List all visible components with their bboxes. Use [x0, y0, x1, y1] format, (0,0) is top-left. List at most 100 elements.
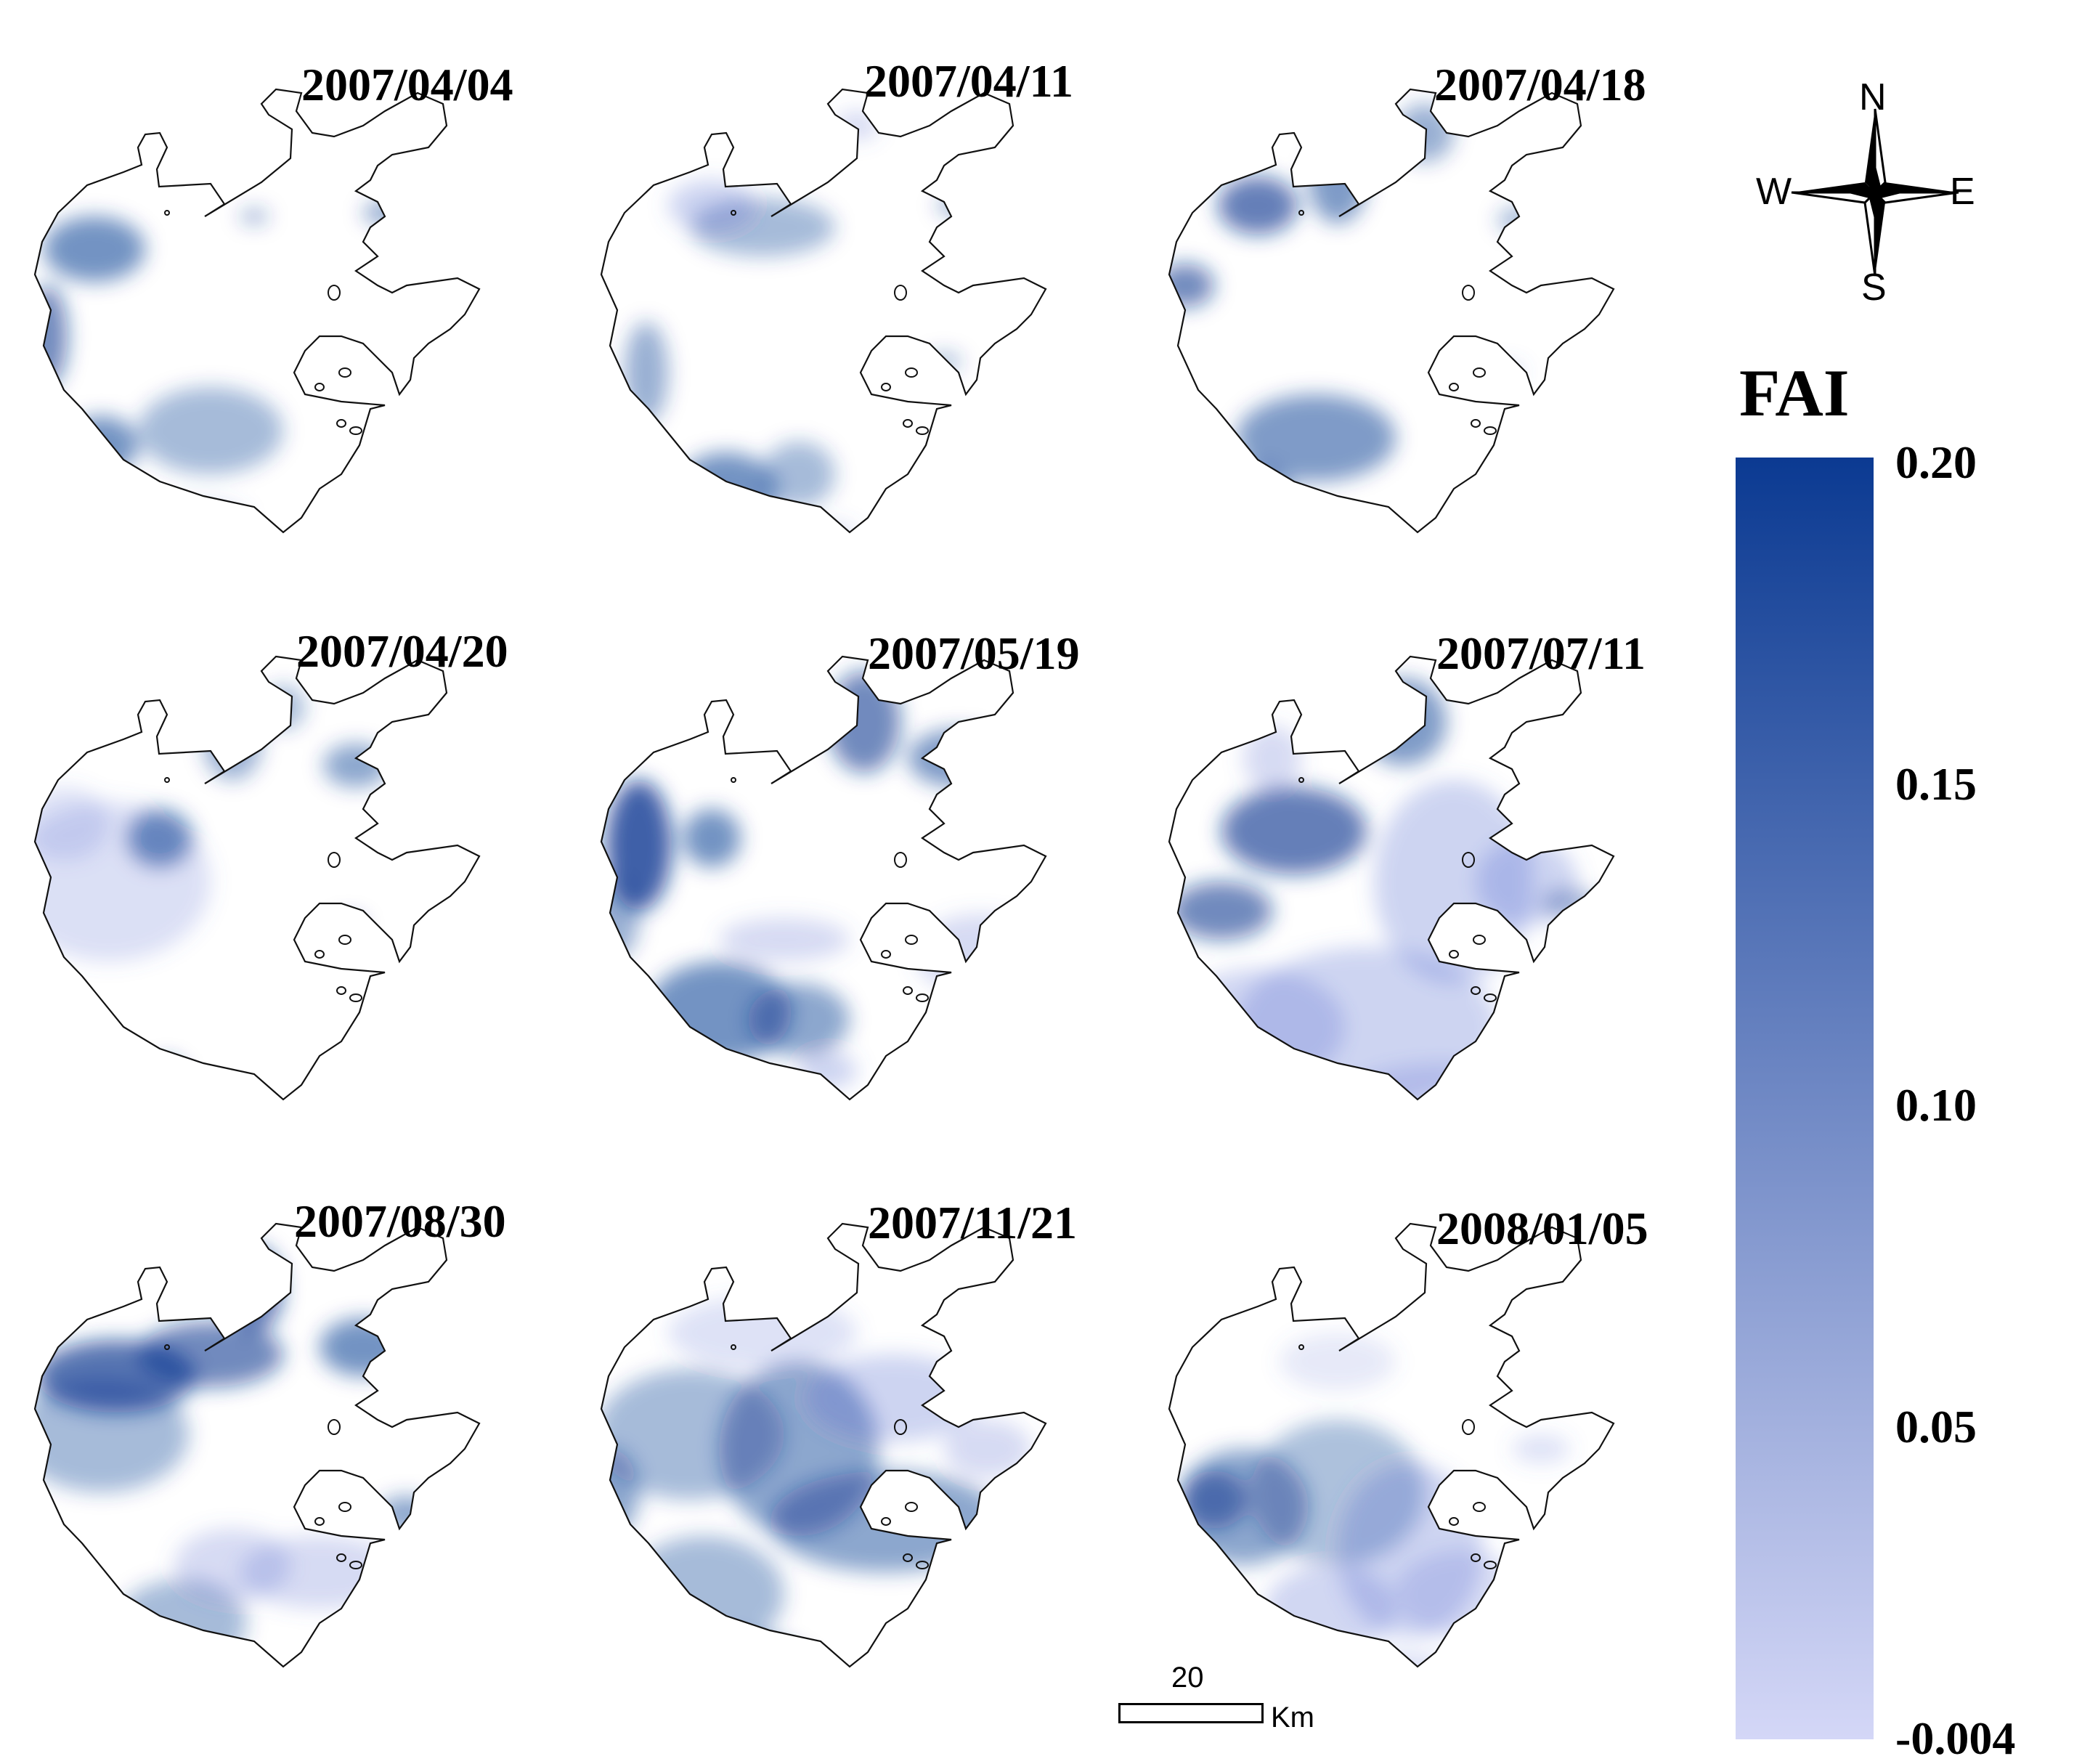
fai-patch — [835, 111, 879, 140]
island-outline — [894, 852, 907, 868]
fai-patch — [675, 452, 777, 532]
map-date-2: 2007/04/11 — [864, 55, 1074, 107]
island-outline — [314, 1517, 325, 1526]
fai-patch — [926, 353, 962, 370]
fai-patch — [601, 874, 639, 962]
fai-patch — [1171, 882, 1272, 940]
island-outline — [1484, 993, 1497, 1002]
lake-map-2 — [600, 88, 1047, 534]
lake-outline — [1168, 1222, 1615, 1668]
scale-bar — [1118, 1703, 1264, 1723]
island-outline — [1298, 777, 1304, 783]
lake-base — [35, 89, 479, 532]
island-outline — [1473, 367, 1486, 378]
island-outline — [916, 993, 929, 1002]
island-outline — [731, 210, 736, 216]
island-outline — [916, 1561, 929, 1569]
fai-patch — [240, 1536, 399, 1609]
compass-south-label: S — [1861, 267, 1887, 309]
island-outline — [903, 419, 913, 428]
legend-label-min: -0.004 — [1895, 1712, 2016, 1764]
fai-patch — [44, 216, 145, 282]
fai-patch — [799, 1052, 857, 1089]
fai-patch — [1221, 787, 1367, 874]
legend-label-015: 0.15 — [1895, 758, 1977, 810]
fai-patch — [1541, 889, 1599, 918]
fai-patch — [35, 1630, 174, 1667]
fai-patch — [73, 1721, 247, 1757]
map-date-3: 2007/04/18 — [1434, 59, 1646, 110]
compass-east-label: E — [1950, 171, 1975, 213]
fai-patch — [65, 416, 138, 474]
fai-patch — [625, 322, 668, 423]
island-outline — [903, 1553, 913, 1562]
compass-west-label: W — [1756, 171, 1792, 213]
fai-patch — [1512, 1027, 1599, 1100]
island-outline — [1471, 1553, 1481, 1562]
lake-outline — [33, 1222, 481, 1668]
fai-patch — [806, 1354, 980, 1442]
island-outline — [314, 950, 325, 959]
fai-patch — [799, 524, 857, 532]
legend-label-005: 0.05 — [1895, 1401, 1977, 1452]
fai-patch — [94, 1172, 182, 1201]
island-outline — [338, 367, 351, 378]
legend-label-010: 0.10 — [1895, 1079, 1977, 1131]
fai-patch — [959, 1587, 1046, 1630]
fai-patch — [828, 671, 900, 773]
map-date-1: 2007/04/04 — [301, 59, 513, 110]
fai-patch — [1359, 678, 1447, 765]
island-outline — [894, 1419, 907, 1435]
fai-patch — [138, 1322, 283, 1387]
island-outline — [905, 367, 918, 378]
island-outline — [1484, 1561, 1497, 1569]
island-outline — [731, 1344, 736, 1350]
lake-outline — [600, 655, 1047, 1101]
compass-rose-icon — [1791, 108, 1959, 277]
lake-outline — [33, 655, 481, 1101]
fai-patch — [733, 1681, 922, 1739]
lake-base — [1169, 89, 1614, 532]
fai-patch — [1182, 1471, 1247, 1529]
fai-patch — [683, 1638, 813, 1667]
lake-outline — [600, 1222, 1047, 1668]
fai-patch — [770, 1471, 1002, 1572]
legend-label-max: 0.20 — [1895, 436, 1977, 488]
island-outline — [314, 383, 325, 391]
fai-patch — [127, 809, 192, 867]
island-outline — [1484, 426, 1497, 435]
fai-patch — [668, 180, 755, 231]
fai-patch — [1218, 176, 1298, 235]
fai-patch — [1280, 1333, 1396, 1391]
island-outline — [894, 285, 907, 301]
fai-patch — [763, 442, 835, 507]
island-outline — [336, 986, 346, 995]
island-outline — [1471, 986, 1481, 995]
legend-color-bar — [1736, 458, 1874, 1739]
fai-patch — [944, 1420, 1031, 1478]
legend-title: FAI — [1739, 356, 1850, 430]
fai-patch — [138, 387, 283, 474]
fai-patch — [625, 1536, 784, 1652]
fai-patch — [240, 209, 269, 224]
island-outline — [338, 1502, 351, 1512]
lake-map-5 — [600, 655, 1047, 1101]
island-outline — [164, 1344, 170, 1350]
island-outline — [881, 1517, 891, 1526]
scale-bar-unit: Km — [1271, 1702, 1314, 1733]
fai-patch — [1512, 1434, 1570, 1463]
island-outline — [903, 986, 913, 995]
fai-patch — [1309, 137, 1367, 224]
island-outline — [349, 426, 362, 435]
island-outline — [905, 935, 918, 945]
fai-patch — [1396, 1550, 1526, 1638]
island-outline — [1449, 383, 1459, 391]
map-date-4: 2007/04/20 — [296, 625, 508, 677]
fai-patch — [145, 1060, 189, 1100]
island-outline — [1298, 1344, 1304, 1350]
fai-patch — [35, 787, 109, 860]
island-outline — [1462, 285, 1475, 301]
lake-outline — [1168, 655, 1615, 1101]
island-outline — [1449, 1517, 1459, 1526]
